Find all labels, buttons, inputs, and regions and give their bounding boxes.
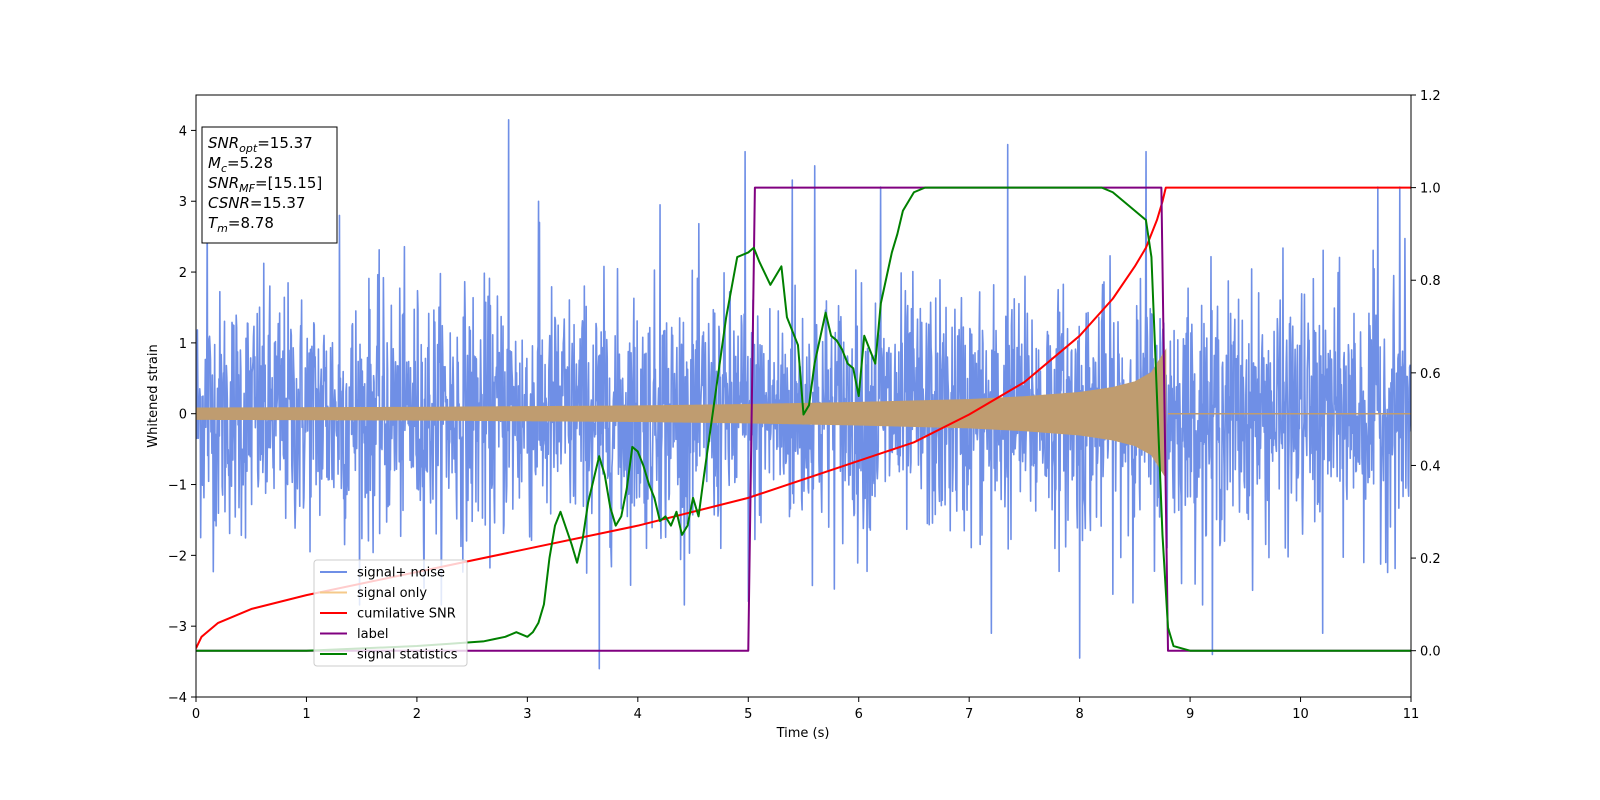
annotation-value: =15.37 [250,194,306,212]
plot-area [196,118,1411,670]
y-right-tick-label: 0.6 [1420,367,1441,382]
legend-label: signal statistics [357,648,458,663]
x-tick-label: 11 [1403,707,1420,722]
x-tick-label: 10 [1292,707,1309,722]
legend-frame [313,559,468,667]
y-right-tick-label: 1.0 [1420,182,1441,197]
x-axis: 0 1 2 3 4 5 6 7 8 9 10 11 [192,697,1419,722]
annotation-line: SNRopt=15.37 [208,134,313,155]
legend-label: label [357,627,388,642]
y-right-tick-label: 0.2 [1420,552,1441,567]
x-tick-label: 0 [192,707,200,722]
y-left-tick-label: −3 [168,620,187,635]
y-left-tick-label: −1 [168,479,187,494]
annotation-subscript: MF [239,182,255,195]
annotation-value: =15.37 [257,134,313,152]
y-left-tick-label: 2 [179,266,187,281]
legend-label: signal+ noise [357,566,445,581]
y-right-tick-label: 0.0 [1420,645,1441,660]
annotation-symbol: CSNR [208,194,250,212]
annotation-subscript: opt [239,142,258,155]
annotation-value: =[15.15] [255,174,322,192]
y-left-tick-label: −4 [168,691,187,706]
annotation-value: =8.78 [228,214,274,232]
x-tick-label: 4 [634,707,642,722]
legend: signal+ noise signal only cumilative SNR la… [313,559,468,667]
x-tick-label: 8 [1075,707,1083,722]
annotation-symbol: SNR [208,174,239,192]
x-tick-label: 6 [855,707,863,722]
annotation-symbol: M [208,154,221,172]
y-left-tick-label: 1 [179,337,187,352]
y-right-tick-label: 0.8 [1420,274,1441,289]
annotation-subscript: c [221,162,227,175]
annotation-line: CSNR=15.37 [208,194,305,212]
annotation-value: =5.28 [227,154,273,172]
annotation-line: Mc=5.28 [208,154,273,175]
x-axis-label: Time (s) [776,726,830,741]
legend-label: cumilative SNR [357,607,456,622]
y-left-tick-label: −2 [168,549,187,564]
plot-frame [195,94,1412,698]
annotation-symbol: SNR [208,134,239,152]
x-tick-label: 2 [413,707,421,722]
series-signal-statistics [196,186,1411,652]
y-left-tick-label: 0 [179,408,187,423]
y-left-tick-label: 3 [179,195,187,210]
annotation-symbol: T [208,214,219,232]
annotation-box: SNRopt=15.37Mc=5.28SNRMF=[15.15]CSNR=15.… [201,126,338,244]
annotation-frame [201,126,338,244]
y-right-tick-label: 0.4 [1420,459,1441,474]
y-right-tick-label: 1.2 [1420,89,1441,104]
y-left-tick-label: 4 [179,124,187,139]
series-cumilative-snr [196,186,1411,649]
y-axis-label: Whitened strain [146,344,161,447]
x-tick-label: 7 [965,707,973,722]
legend-label: signal only [357,586,427,601]
x-tick-label: 9 [1186,707,1194,722]
annotation-line: SNRMF=[15.15] [208,174,322,195]
y-axis-right: 1.2 1.0 0.8 0.6 0.4 0.2 0.0 [1411,89,1441,660]
x-tick-label: 5 [744,707,752,722]
x-tick-label: 3 [523,707,531,722]
y-axis-left: 4 3 2 1 0 −1 −2 −3 −4 [168,124,196,706]
annotation-line: Tm=8.78 [208,214,274,235]
x-tick-label: 1 [302,707,310,722]
annotation-subscript: m [217,222,228,235]
